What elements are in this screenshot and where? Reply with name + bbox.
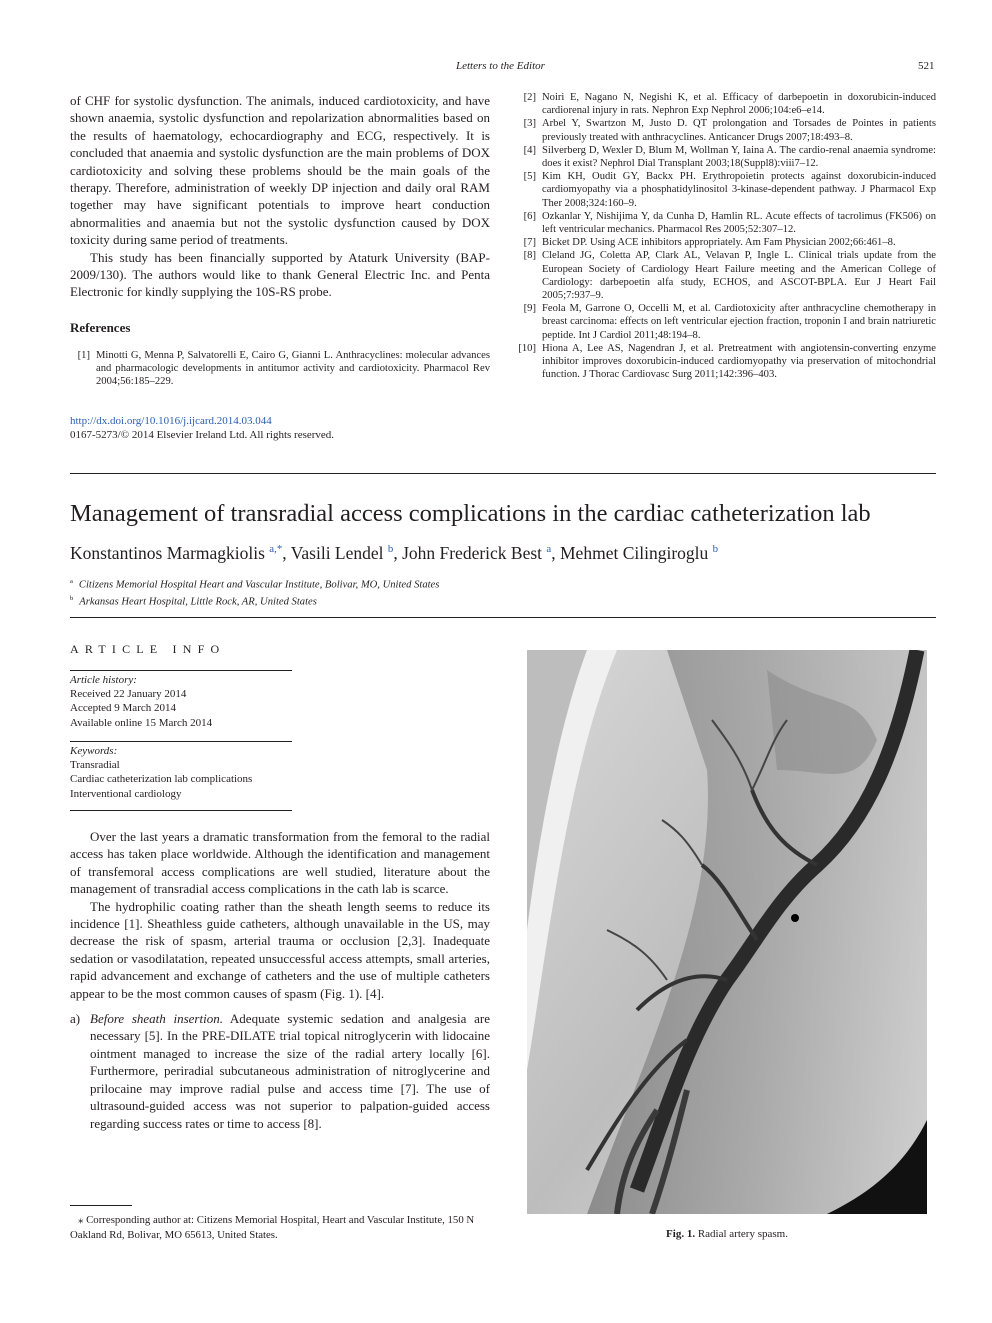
- info-heading: ARTICLE INFO: [70, 642, 226, 656]
- keyword: Cardiac catheterization lab complication…: [70, 773, 253, 786]
- affiliation-sup: b: [70, 595, 74, 603]
- reference: [6] Ozkanlar Y, Nishijima Y, da Cunha D, …: [510, 210, 936, 236]
- ref-num: [3]: [523, 118, 536, 130]
- author-sup: b: [387, 543, 394, 556]
- keywords-label: Keywords:: [70, 745, 118, 757]
- reference: [9] Feola M, Garrone O, Occelli M, et al.…: [510, 302, 936, 342]
- ref-text: Minotti G, Menna P, Salvatorelli E, Cair…: [96, 350, 490, 388]
- affiliation-text: Arkansas Heart Hospital, Little Rock, AR…: [79, 596, 317, 608]
- author-name: Mehmet Cilingiroglu: [560, 543, 709, 563]
- author-name: Konstantinos Marmagkiolis: [70, 543, 265, 563]
- paragraph: of CHF for systolic dysfunction. The ani…: [70, 93, 490, 248]
- reference: [2] Noiri E, Nagano N, Negishi K, et al. …: [510, 91, 936, 117]
- author-sup: a: [546, 543, 552, 556]
- running-title: Letters to the Editor: [456, 60, 545, 72]
- keyword: Interventional cardiology: [70, 787, 182, 800]
- ref-num: [6]: [523, 210, 536, 222]
- reference: [3] Arbel Y, Swartzon M, Justo D. QT prol…: [510, 117, 936, 143]
- rule: [70, 1205, 132, 1206]
- reference: [4] Silverberg D, Wexler D, Blum M, Wollm…: [510, 144, 936, 170]
- rule: [70, 473, 936, 474]
- ref-text: Cleland JG, Coletta AP, Clark AL, Velava…: [542, 250, 936, 302]
- ref-num: [4]: [523, 144, 536, 156]
- references-heading: References: [70, 320, 131, 335]
- footnote-text: Corresponding author at: Citizens Memori…: [70, 1214, 475, 1241]
- ref-num: [8]: [523, 250, 536, 262]
- rule: [70, 670, 292, 671]
- ref-text: Arbel Y, Swartzon M, Justo D. QT prolong…: [542, 118, 936, 143]
- figure-image: [527, 650, 927, 1214]
- reference: [5] Kim KH, Oudit GY, Backx PH. Erythropo…: [510, 170, 936, 210]
- footnote-symbol: ⁎: [78, 1214, 84, 1226]
- rule: [70, 741, 292, 742]
- history-item: Received 22 January 2014: [70, 688, 187, 701]
- list-text: Adequate systemic sedation and analgesia…: [90, 1011, 490, 1131]
- rule: [70, 617, 936, 618]
- figure-caption: Fig. 1. Radial artery spasm.: [527, 1228, 927, 1240]
- ref-text: Bicket DP. Using ACE inhibitors appropri…: [542, 237, 896, 249]
- reference: [10] Hiona A, Lee AS, Nagendran J, et al.…: [510, 342, 936, 382]
- article-title: Management of transradial access complic…: [70, 500, 871, 527]
- references-left: [1] Minotti G, Menna P, Salvatorelli E, C…: [64, 349, 490, 389]
- copyright: 0167-5273/© 2014 Elsevier Ireland Ltd. A…: [70, 429, 335, 441]
- author-name: Vasili Lendel: [290, 543, 384, 563]
- list-item: a) Before sheath insertion. Adequate sys…: [70, 1010, 490, 1132]
- affiliation-sup: a: [70, 578, 73, 585]
- doi[interactable]: http://dx.doi.org/10.1016/j.ijcard.2014.…: [70, 415, 272, 427]
- author-sup: a,*: [269, 543, 283, 556]
- history-item: Available online 15 March 2014: [70, 716, 213, 729]
- rule: [70, 810, 292, 811]
- ref-text: Silverberg D, Wexler D, Blum M, Wollman …: [542, 144, 936, 170]
- ref-text: Kim KH, Oudit GY, Backx PH. Erythropoiet…: [542, 171, 936, 209]
- ref-text: Noiri E, Nagano N, Negishi K, et al. Eff…: [542, 92, 936, 117]
- affiliation: a Citizens Memorial Hospital Heart and Va…: [70, 575, 439, 592]
- ref-num: [7]: [523, 237, 536, 249]
- reference: [7] Bicket DP. Using ACE inhibitors appro…: [510, 236, 936, 249]
- ref-num: [10]: [518, 342, 536, 354]
- paragraph: Over the last years a dramatic transform…: [70, 829, 490, 897]
- article-body: Over the last years a dramatic transform…: [70, 828, 490, 1132]
- affiliation-text: Citizens Memorial Hospital Heart and Vas…: [78, 579, 440, 591]
- ref-num: [1]: [77, 350, 90, 361]
- letter-text: of CHF for systolic dysfunction. The ani…: [70, 92, 490, 301]
- author-sup: b: [712, 543, 719, 556]
- references-right: [2] Noiri E, Nagano N, Negishi K, et al. …: [510, 91, 936, 381]
- paragraph: The hydrophilic coating rather than the …: [70, 898, 490, 1001]
- list-label: a): [70, 1011, 81, 1027]
- author-name: John Frederick Best: [402, 543, 543, 563]
- history-item: Accepted 9 March 2014: [70, 702, 176, 715]
- caption-text: Radial artery spasm.: [697, 1228, 788, 1240]
- article-history: Article history: Received 22 January 201…: [70, 673, 212, 730]
- keywords: Keywords: Transradial Cardiac catheteriza…: [70, 744, 252, 801]
- keyword: Transradial: [70, 759, 120, 772]
- reference: [8] Cleland JG, Coletta AP, Clark AL, Vel…: [510, 249, 936, 302]
- footnote: ⁎ Corresponding author at: Citizens Memo…: [70, 1213, 490, 1243]
- ref-num: [5]: [523, 171, 536, 183]
- history-label: Article history:: [70, 674, 137, 686]
- ref-num: [2]: [523, 92, 536, 103]
- ref-text: Hiona A, Lee AS, Nagendran J, et al. Pre…: [542, 342, 936, 381]
- figure-label: Fig. 1.: [666, 1228, 696, 1240]
- reference: [1] Minotti G, Menna P, Salvatorelli E, C…: [64, 349, 490, 389]
- ref-num: [9]: [523, 303, 536, 315]
- ref-text: Feola M, Garrone O, Occelli M, et al. Ca…: [542, 303, 936, 341]
- affiliations: a Citizens Memorial Hospital Heart and Va…: [70, 575, 439, 609]
- affiliation: b Arkansas Heart Hospital, Little Rock, A…: [70, 592, 439, 609]
- list-lead: Before sheath insertion.: [90, 1011, 223, 1027]
- paragraph: This study has been financially supporte…: [70, 249, 490, 300]
- ref-text: Ozkanlar Y, Nishijima Y, da Cunha D, Ham…: [542, 210, 936, 236]
- page-number: 521: [918, 60, 935, 72]
- authors: Konstantinos Marmagkiolis a,*, Vasili Le…: [70, 543, 719, 563]
